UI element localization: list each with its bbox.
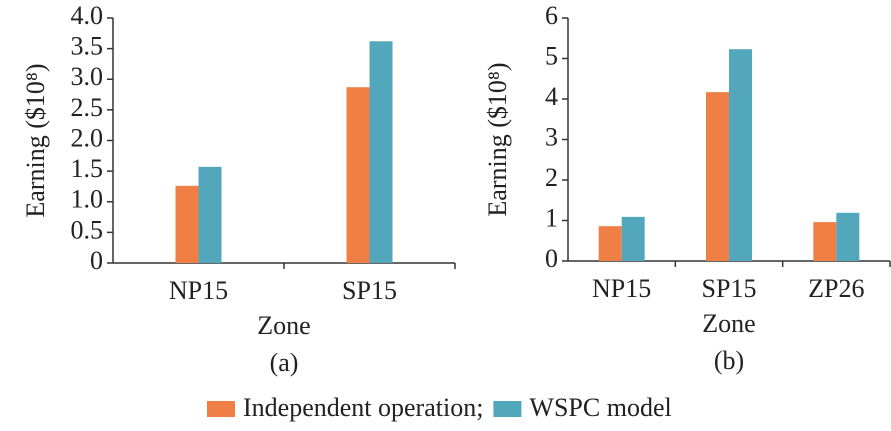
y-tick-label: 1 bbox=[545, 203, 558, 232]
bar bbox=[369, 41, 393, 264]
y-tick-label: 2.5 bbox=[71, 93, 104, 122]
caption: (b) bbox=[714, 346, 744, 375]
bar bbox=[836, 212, 860, 261]
y-tick-label: 6 bbox=[545, 1, 558, 30]
caption: (a) bbox=[270, 348, 299, 377]
legend-label: Independent operation; bbox=[243, 393, 483, 422]
bar bbox=[598, 226, 622, 261]
x-axis-label: Zone bbox=[702, 309, 755, 338]
x-tick-label: SP15 bbox=[342, 276, 397, 305]
y-tick-label: 4 bbox=[545, 82, 558, 111]
x-tick-label: NP15 bbox=[592, 274, 651, 303]
x-tick-label: SP15 bbox=[702, 274, 757, 303]
bar bbox=[346, 87, 370, 264]
x-tick-label: ZP26 bbox=[808, 274, 864, 303]
y-axis-label: Earning ($10⁸) bbox=[21, 63, 50, 217]
bar bbox=[729, 49, 752, 262]
y-tick-label: 4.0 bbox=[71, 1, 104, 30]
y-tick-label: 3.0 bbox=[71, 62, 104, 91]
y-tick-label: 0 bbox=[545, 244, 558, 273]
y-tick-label: 2 bbox=[545, 163, 558, 192]
y-tick-label: 1.5 bbox=[71, 154, 104, 183]
bar bbox=[198, 166, 222, 263]
y-tick-label: 1.0 bbox=[71, 185, 104, 214]
legend-swatch bbox=[493, 401, 522, 417]
y-tick-label: 3.5 bbox=[71, 32, 104, 61]
bar bbox=[813, 222, 837, 261]
bar bbox=[621, 216, 645, 261]
y-tick-label: 0 bbox=[90, 246, 103, 275]
legend-label: WSPC model bbox=[529, 393, 671, 422]
y-axis-label: Earning ($10⁸) bbox=[483, 62, 512, 216]
legend-swatch bbox=[207, 401, 235, 417]
y-tick-label: 5 bbox=[545, 41, 558, 70]
bar bbox=[175, 185, 199, 263]
x-axis-label: Zone bbox=[257, 311, 310, 340]
y-tick-label: 3 bbox=[545, 122, 558, 151]
y-tick-label: 2.0 bbox=[71, 123, 104, 152]
x-tick-label: NP15 bbox=[169, 276, 228, 305]
bar bbox=[706, 92, 729, 262]
y-tick-label: 0.5 bbox=[71, 215, 104, 244]
